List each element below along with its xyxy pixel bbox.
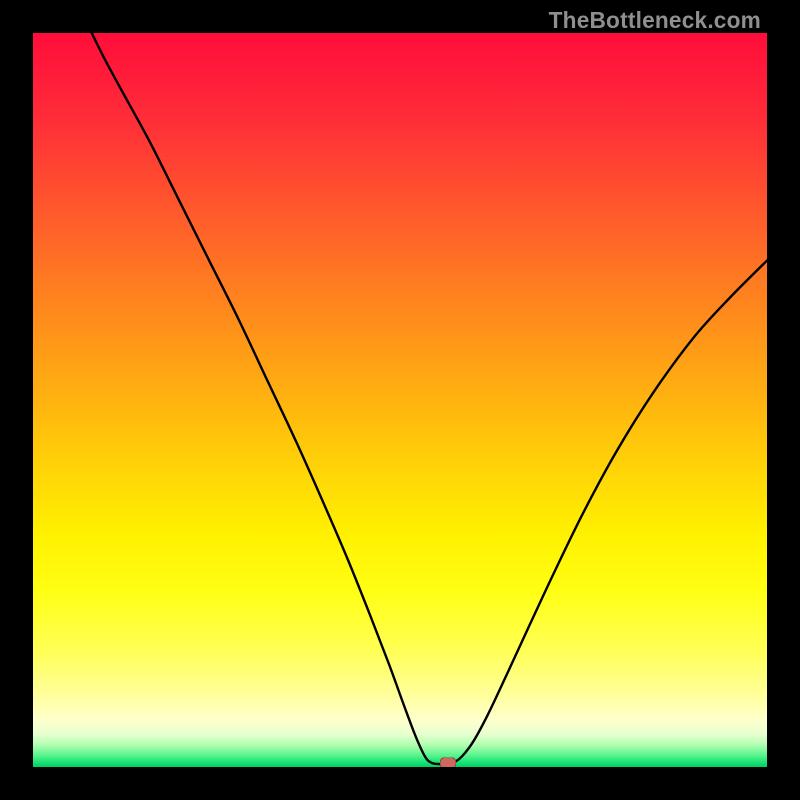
curve-path — [92, 33, 767, 764]
frame-border-right — [767, 0, 800, 800]
plot-area — [33, 33, 767, 767]
bottleneck-curve — [33, 33, 767, 767]
watermark-text: TheBottleneck.com — [549, 7, 761, 34]
frame-border-bottom — [0, 767, 800, 800]
frame-border-left — [0, 0, 33, 800]
optimum-marker — [440, 758, 456, 767]
optimum-marker-rect — [440, 758, 456, 767]
